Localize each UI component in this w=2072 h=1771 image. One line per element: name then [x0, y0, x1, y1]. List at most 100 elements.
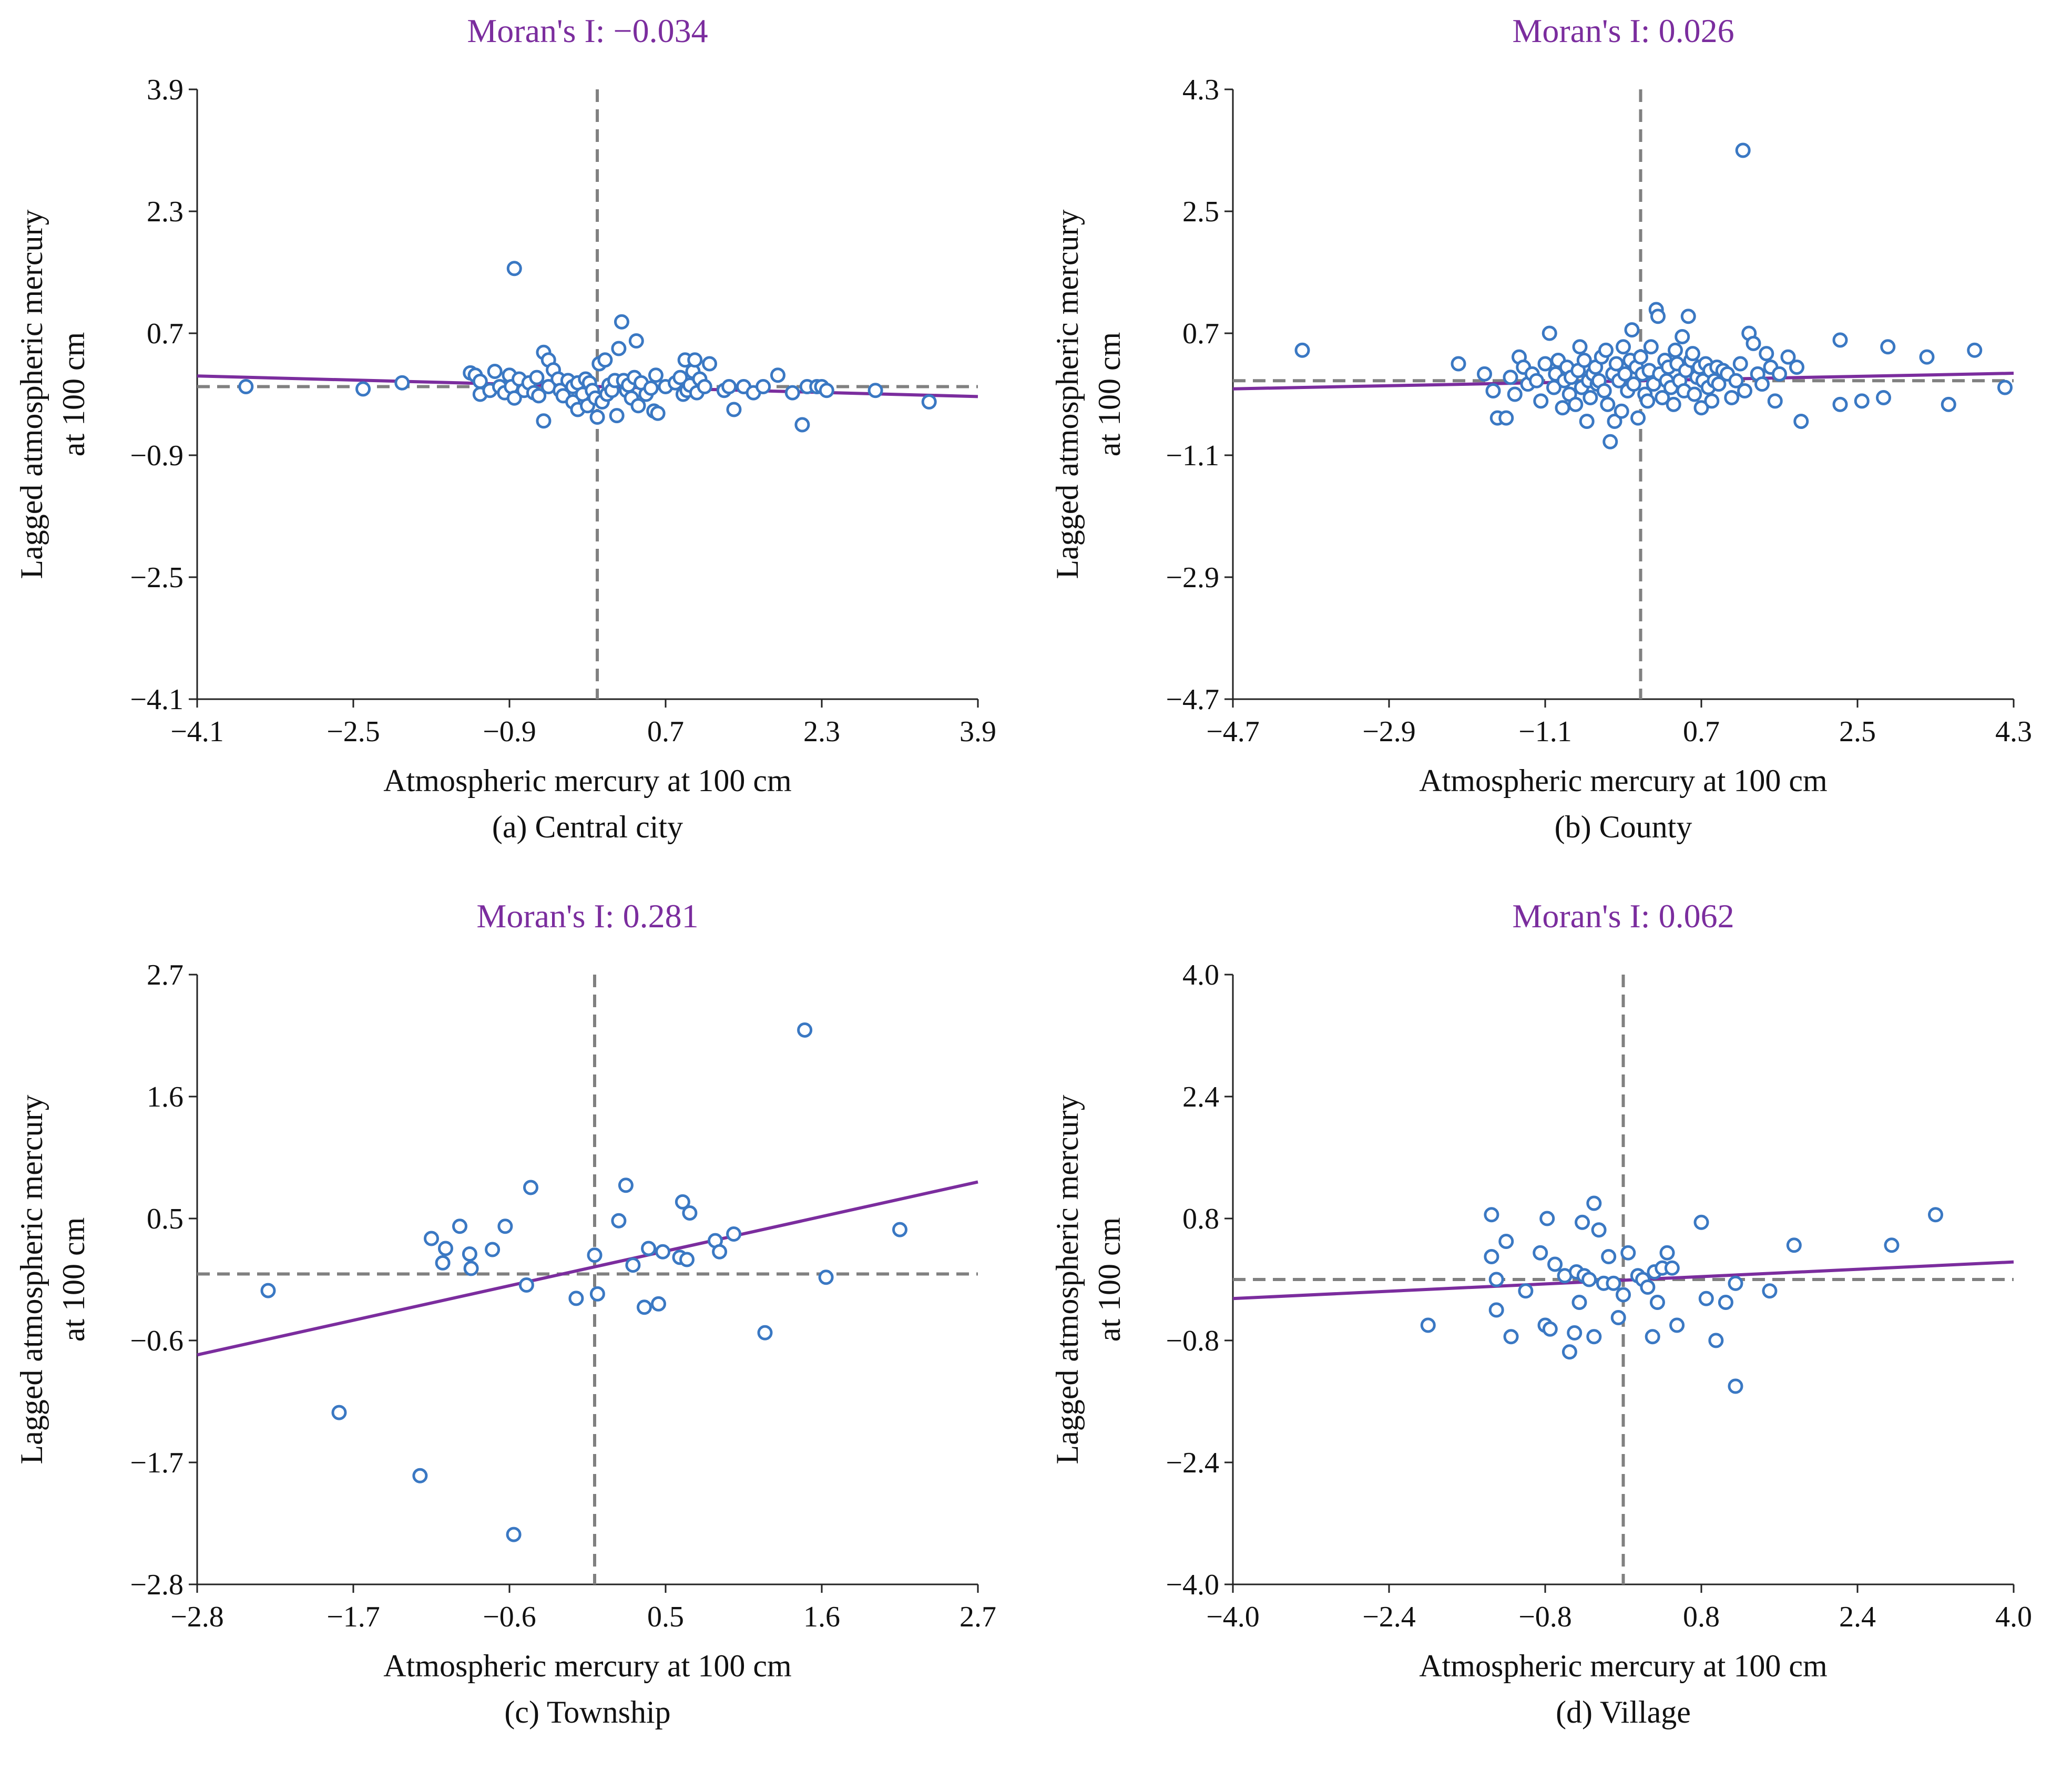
- data-point: [672, 370, 688, 385]
- data-point: [1420, 1317, 1436, 1333]
- panel-county: Moran's I: 0.026 −4.7 −2.9 −1.1 0.7 2.5 4.3 −4.…: [1036, 0, 2071, 885]
- data-point: [1650, 309, 1666, 324]
- data-point: [630, 398, 646, 414]
- x-tick-label: 0.8: [1683, 1601, 1720, 1633]
- data-point: [463, 1261, 479, 1276]
- panel-township: Moran's I: 0.281 −2.8 −1.7 −0.6 0.5 1.6 2.7 −2.…: [0, 885, 1036, 1770]
- data-point: [506, 261, 522, 277]
- data-point: [1832, 396, 1848, 412]
- scatter-chart-township: Moran's I: 0.281 −2.8 −1.7 −0.6 0.5 1.6 2.7 −2.…: [14, 897, 996, 1729]
- y-axis-label-line2: at 100 cm: [1092, 332, 1127, 457]
- scatter-chart-county: Moran's I: 0.026 −4.7 −2.9 −1.1 0.7 2.5 4.3 −4.…: [1050, 12, 2032, 844]
- data-point: [618, 1178, 634, 1193]
- data-point: [1586, 1195, 1602, 1211]
- data-point: [589, 1286, 605, 1302]
- data-point: [655, 1244, 671, 1260]
- data-point: [1539, 1211, 1555, 1226]
- data-point: [1668, 342, 1683, 358]
- panel-village: Moran's I: 0.062 −4.0 −2.4 −0.8 0.8 2.4 4.0 −4.…: [1036, 885, 2071, 1770]
- data-point: [587, 1247, 603, 1263]
- y-axis-label-line1: Lagged atmospheric mercury: [14, 209, 49, 579]
- data-point: [1451, 356, 1466, 372]
- data-point: [260, 1283, 276, 1298]
- data-point: [506, 390, 522, 406]
- data-point: [238, 379, 254, 394]
- data-point: [1762, 1283, 1778, 1299]
- panel-caption: (a) Central city: [492, 810, 683, 844]
- data-point: [1832, 332, 1848, 348]
- data-point: [1941, 396, 1956, 412]
- data-point: [625, 1257, 641, 1273]
- data-point: [1503, 370, 1518, 385]
- x-tick-label: −4.1: [170, 715, 224, 748]
- x-tick-label: 3.9: [960, 715, 996, 748]
- x-axis-label: Atmospheric mercury at 100 cm: [1419, 1649, 1827, 1683]
- scatter-chart-central-city: Moran's I: −0.034 −4.1 −2.5 −0.9 0.7 2.3 3.9 −4…: [14, 12, 996, 844]
- y-tick-label: −4.0: [1166, 1569, 1219, 1601]
- data-point: [1555, 400, 1570, 416]
- y-tick-label: −0.8: [1166, 1325, 1219, 1357]
- y-tick-label: 4.0: [1182, 959, 1219, 991]
- chart-title: Moran's I: 0.026: [1512, 12, 1734, 49]
- y-tick-label: 0.5: [147, 1203, 183, 1235]
- data-point: [1607, 414, 1622, 429]
- y-tick-label: 2.3: [147, 196, 183, 228]
- data-point: [1728, 373, 1744, 388]
- data-point: [1518, 1283, 1534, 1299]
- data-point: [1687, 386, 1702, 402]
- data-point: [1704, 393, 1720, 409]
- data-point: [523, 1180, 538, 1195]
- data-point: [1884, 1237, 1900, 1253]
- chart-title: Moran's I: 0.062: [1512, 897, 1734, 935]
- data-point: [675, 1194, 690, 1210]
- data-point: [1624, 322, 1640, 338]
- data-point: [1533, 393, 1549, 409]
- data-point: [1485, 383, 1501, 399]
- data-point: [1498, 1234, 1514, 1249]
- data-point: [1693, 1214, 1709, 1230]
- data-point: [651, 1296, 666, 1312]
- data-point: [589, 410, 605, 425]
- chart-title: Moran's I: −0.034: [467, 12, 708, 49]
- x-tick-label: −4.0: [1206, 1601, 1260, 1633]
- data-point: [1477, 366, 1492, 382]
- regression-line: [197, 1180, 978, 1357]
- data-point: [1724, 390, 1740, 405]
- data-point: [1601, 1249, 1617, 1264]
- x-tick-label: −2.5: [326, 715, 380, 748]
- data-point: [485, 1242, 501, 1257]
- x-axis-label: Atmospheric mercury at 100 cm: [383, 1649, 791, 1683]
- x-tick-label: 2.4: [1839, 1601, 1876, 1633]
- data-point: [1767, 393, 1783, 409]
- data-point: [614, 314, 629, 330]
- data-point: [1633, 349, 1648, 365]
- data-point: [1735, 142, 1751, 158]
- data-point: [818, 1270, 834, 1285]
- data-point: [1649, 1295, 1665, 1310]
- data-point: [726, 402, 742, 417]
- data-point: [1737, 383, 1752, 399]
- data-point: [643, 380, 659, 396]
- panel-caption: (c) Township: [504, 1695, 670, 1729]
- y-axis-label-line2: at 100 cm: [1092, 1217, 1127, 1342]
- data-point: [1529, 373, 1544, 388]
- x-tick-label: 0.7: [1683, 715, 1720, 748]
- data-point: [892, 1222, 907, 1237]
- data-point: [1616, 1287, 1631, 1303]
- data-point: [721, 379, 737, 394]
- data-point: [712, 1244, 728, 1260]
- regression-line: [1232, 1260, 2014, 1301]
- x-tick-label: −4.7: [1206, 715, 1260, 748]
- data-point: [1596, 383, 1612, 399]
- data-point: [1575, 1214, 1590, 1230]
- data-point: [1680, 309, 1696, 324]
- x-tick-label: 1.6: [803, 1601, 840, 1633]
- data-point: [1880, 339, 1896, 355]
- data-point: [1655, 390, 1670, 405]
- data-point: [1616, 339, 1631, 355]
- data-point: [1772, 366, 1787, 382]
- x-tick-label: 2.5: [1839, 715, 1876, 748]
- x-tick-label: −0.8: [1518, 1601, 1572, 1633]
- y-axis-label-line1: Lagged atmospheric mercury: [1050, 1094, 1085, 1464]
- y-tick-label: −2.9: [1166, 561, 1219, 594]
